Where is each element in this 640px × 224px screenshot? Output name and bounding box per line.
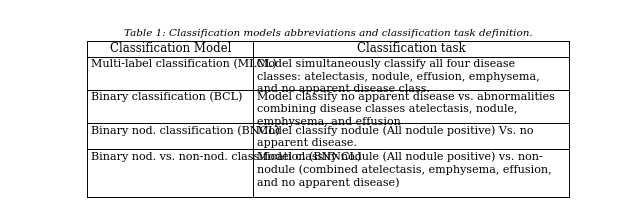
Text: Binary classification (BCL): Binary classification (BCL) bbox=[91, 92, 243, 103]
Text: Classification Model: Classification Model bbox=[109, 42, 231, 55]
Text: Multi-label classification (MLCL): Multi-label classification (MLCL) bbox=[91, 59, 276, 69]
Text: Classification task: Classification task bbox=[356, 42, 465, 55]
Text: Binary nod. classification (BNCL): Binary nod. classification (BNCL) bbox=[91, 125, 280, 136]
Text: Model simultaneously classify all four disease
classes: atelectasis, nodule, eff: Model simultaneously classify all four d… bbox=[257, 59, 540, 94]
Text: Model classify no apparent disease vs. abnormalities
combining disease classes a: Model classify no apparent disease vs. a… bbox=[257, 92, 555, 127]
Text: Model classify nodule (All nodule positive) Vs. no
apparent disease.: Model classify nodule (All nodule positi… bbox=[257, 125, 533, 149]
Text: Table 1: Classification models abbreviations and classification task definition.: Table 1: Classification models abbreviat… bbox=[124, 29, 532, 38]
Text: Model classify nodule (All nodule positive) vs. non-
nodule (combined atelectasi: Model classify nodule (All nodule positi… bbox=[257, 151, 552, 188]
Text: Binary nod. vs. non-nod. classification (BNNCL): Binary nod. vs. non-nod. classification … bbox=[91, 151, 361, 162]
